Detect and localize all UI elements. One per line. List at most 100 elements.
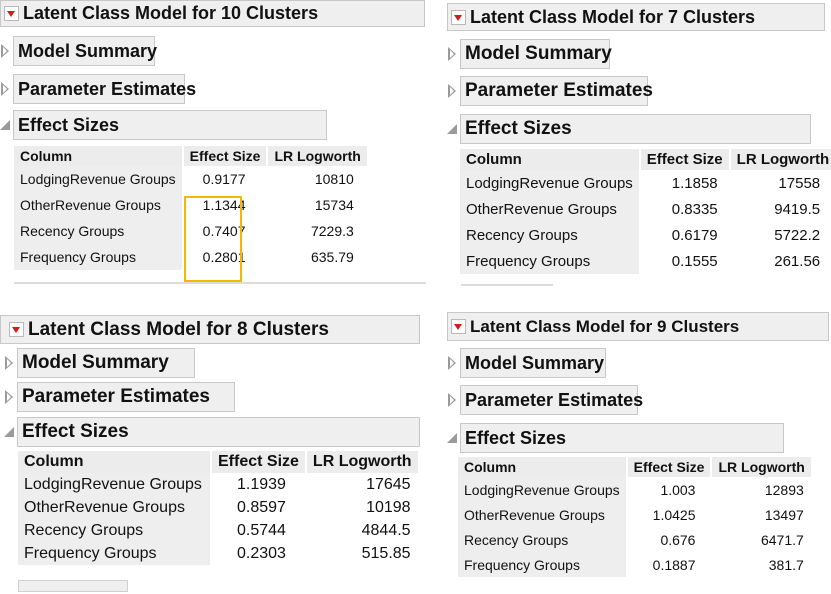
disclosure-open-icon[interactable] bbox=[447, 122, 457, 136]
table-row: OtherRevenue Groups 1.0425 13497 bbox=[458, 502, 812, 527]
panel-10-clusters: Latent Class Model for 10 Clusters Model… bbox=[0, 0, 430, 288]
red-triangle-menu-icon[interactable] bbox=[451, 319, 466, 334]
outline-effect-sizes[interactable]: Effect Sizes bbox=[447, 114, 811, 144]
table-row: Recency Groups 0.676 6471.7 bbox=[458, 527, 812, 552]
column-header[interactable]: Column bbox=[18, 451, 212, 473]
disclosure-open-icon[interactable] bbox=[0, 118, 10, 132]
table-row: OtherRevenue Groups 0.8597 10198 bbox=[18, 496, 419, 519]
red-triangle-menu-icon[interactable] bbox=[9, 322, 24, 337]
disclosure-open-icon[interactable] bbox=[447, 431, 457, 445]
table-row: LodgingRevenue Groups 1.1939 17645 bbox=[18, 473, 419, 496]
table-row: LodgingRevenue Groups 0.9177 10810 bbox=[14, 166, 368, 192]
effect-size-header[interactable]: Effect Size bbox=[639, 149, 731, 170]
lr-logworth-value: 6471.7 bbox=[760, 531, 804, 548]
disclosure-closed-icon[interactable] bbox=[447, 47, 457, 61]
effect-size-value: 0.6179 bbox=[671, 226, 718, 244]
lr-logworth-value: 381.7 bbox=[768, 556, 804, 573]
outline-parameter-estimates[interactable]: Parameter Estimates bbox=[447, 385, 643, 415]
outline-effect-sizes[interactable]: Effect Sizes bbox=[447, 423, 784, 453]
effect-sizes-table: Column Effect Size LR Logworth LodgingRe… bbox=[458, 457, 813, 577]
lr-logworth-header[interactable]: LR Logworth bbox=[729, 149, 831, 170]
row-column-name: OtherRevenue Groups bbox=[458, 502, 628, 527]
disclosure-closed-icon[interactable] bbox=[0, 82, 10, 96]
divider bbox=[14, 282, 426, 284]
lr-logworth-value: 10198 bbox=[366, 498, 411, 516]
effect-size-value: 0.2801 bbox=[202, 249, 246, 265]
disclosure-closed-icon[interactable] bbox=[0, 44, 10, 58]
row-column-name: Recency Groups bbox=[460, 222, 641, 248]
outline-model-summary-label: Model Summary bbox=[460, 39, 612, 69]
effect-sizes-table: Column Effect Size LR Logworth LodgingRe… bbox=[460, 149, 831, 274]
effect-sizes-table: Column Effect Size LR Logworth LodgingRe… bbox=[18, 451, 420, 565]
outline-model-summary[interactable]: Model Summary bbox=[0, 36, 157, 66]
row-column-name: Frequency Groups bbox=[14, 244, 184, 270]
report-title: Latent Class Model for 9 Clusters bbox=[470, 316, 740, 336]
outline-parameter-estimates[interactable]: Parameter Estimates bbox=[0, 74, 196, 104]
panel-7-clusters: Latent Class Model for 7 Clusters Model … bbox=[447, 0, 831, 290]
row-column-name: LodgingRevenue Groups bbox=[14, 166, 184, 192]
column-header[interactable]: Column bbox=[14, 146, 184, 166]
lr-logworth-value: 4844.5 bbox=[361, 521, 411, 539]
table-row: OtherRevenue Groups 1.1344 15734 bbox=[14, 192, 368, 218]
highlight-box bbox=[184, 196, 242, 282]
lr-logworth-header[interactable]: LR Logworth bbox=[267, 146, 369, 166]
table-row: Recency Groups 0.6179 5722.2 bbox=[460, 222, 831, 248]
report-title: Latent Class Model for 7 Clusters bbox=[470, 6, 756, 27]
effect-size-value: 1.0425 bbox=[652, 506, 696, 523]
outline-effect-sizes[interactable]: Effect Sizes bbox=[4, 417, 420, 447]
effect-size-value: 0.5744 bbox=[236, 521, 286, 539]
outline-model-summary[interactable]: Model Summary bbox=[447, 39, 612, 69]
lr-logworth-header[interactable]: LR Logworth bbox=[711, 457, 813, 477]
outline-effect-sizes-label: Effect Sizes bbox=[17, 417, 420, 447]
effect-size-value: 0.8335 bbox=[671, 200, 718, 218]
outline-effect-sizes[interactable]: Effect Sizes bbox=[0, 110, 327, 140]
lr-logworth-value: 9419.5 bbox=[774, 200, 821, 218]
lr-logworth-value: 515.85 bbox=[361, 544, 411, 562]
disclosure-open-icon[interactable] bbox=[4, 425, 14, 439]
outline-effect-sizes-label: Effect Sizes bbox=[460, 423, 784, 453]
row-column-name: Frequency Groups bbox=[18, 542, 212, 565]
column-header[interactable]: Column bbox=[458, 457, 628, 477]
report-title: Latent Class Model for 8 Clusters bbox=[28, 318, 329, 340]
panel-8-clusters: Latent Class Model for 8 Clusters Model … bbox=[0, 312, 430, 594]
disclosure-closed-icon[interactable] bbox=[447, 84, 457, 98]
disclosure-closed-icon[interactable] bbox=[447, 356, 457, 370]
red-triangle-menu-icon[interactable] bbox=[4, 6, 19, 21]
lr-logworth-value: 13497 bbox=[764, 506, 804, 523]
disclosure-closed-icon[interactable] bbox=[4, 390, 14, 404]
effect-size-header[interactable]: Effect Size bbox=[211, 451, 307, 473]
effect-size-header[interactable]: Effect Size bbox=[626, 457, 713, 477]
effect-size-value: 1.1858 bbox=[671, 174, 718, 192]
report-title-bar: Latent Class Model for 8 Clusters bbox=[0, 315, 420, 344]
red-triangle-menu-icon[interactable] bbox=[451, 9, 466, 25]
column-header[interactable]: Column bbox=[460, 149, 641, 170]
outline-parameter-estimates[interactable]: Parameter Estimates bbox=[4, 382, 235, 412]
effect-size-value: 0.2303 bbox=[236, 544, 286, 562]
row-column-name: Frequency Groups bbox=[460, 248, 641, 274]
effect-size-value: 0.1555 bbox=[671, 252, 718, 270]
row-column-name: LodgingRevenue Groups bbox=[460, 170, 641, 196]
lr-logworth-header[interactable]: LR Logworth bbox=[305, 451, 420, 473]
outline-parameter-estimates-label: Parameter Estimates bbox=[17, 382, 235, 412]
lr-logworth-value: 261.56 bbox=[774, 252, 821, 270]
outline-model-summary[interactable]: Model Summary bbox=[4, 348, 195, 378]
outline-model-summary-label: Model Summary bbox=[13, 36, 157, 66]
lr-logworth-value: 15734 bbox=[314, 197, 354, 213]
outline-effect-sizes-label: Effect Sizes bbox=[460, 114, 811, 144]
effect-size-value: 0.676 bbox=[660, 531, 696, 548]
outline-parameter-estimates-label: Parameter Estimates bbox=[460, 385, 643, 415]
row-column-name: Recency Groups bbox=[458, 527, 628, 552]
table-row: Frequency Groups 0.1887 381.7 bbox=[458, 552, 812, 577]
report-title: Latent Class Model for 10 Clusters bbox=[23, 3, 319, 23]
effect-size-value: 0.7407 bbox=[202, 223, 246, 239]
row-column-name: OtherRevenue Groups bbox=[460, 196, 641, 222]
disclosure-closed-icon[interactable] bbox=[447, 393, 457, 407]
outline-parameter-estimates[interactable]: Parameter Estimates bbox=[447, 76, 653, 106]
outline-model-summary-label: Model Summary bbox=[460, 348, 606, 378]
effect-size-value: 1.1939 bbox=[236, 475, 286, 493]
disclosure-closed-icon[interactable] bbox=[4, 356, 14, 370]
lr-logworth-value: 7229.3 bbox=[310, 223, 354, 239]
row-column-name: LodgingRevenue Groups bbox=[458, 477, 628, 502]
effect-size-header[interactable]: Effect Size bbox=[182, 146, 269, 166]
outline-model-summary[interactable]: Model Summary bbox=[447, 348, 606, 378]
